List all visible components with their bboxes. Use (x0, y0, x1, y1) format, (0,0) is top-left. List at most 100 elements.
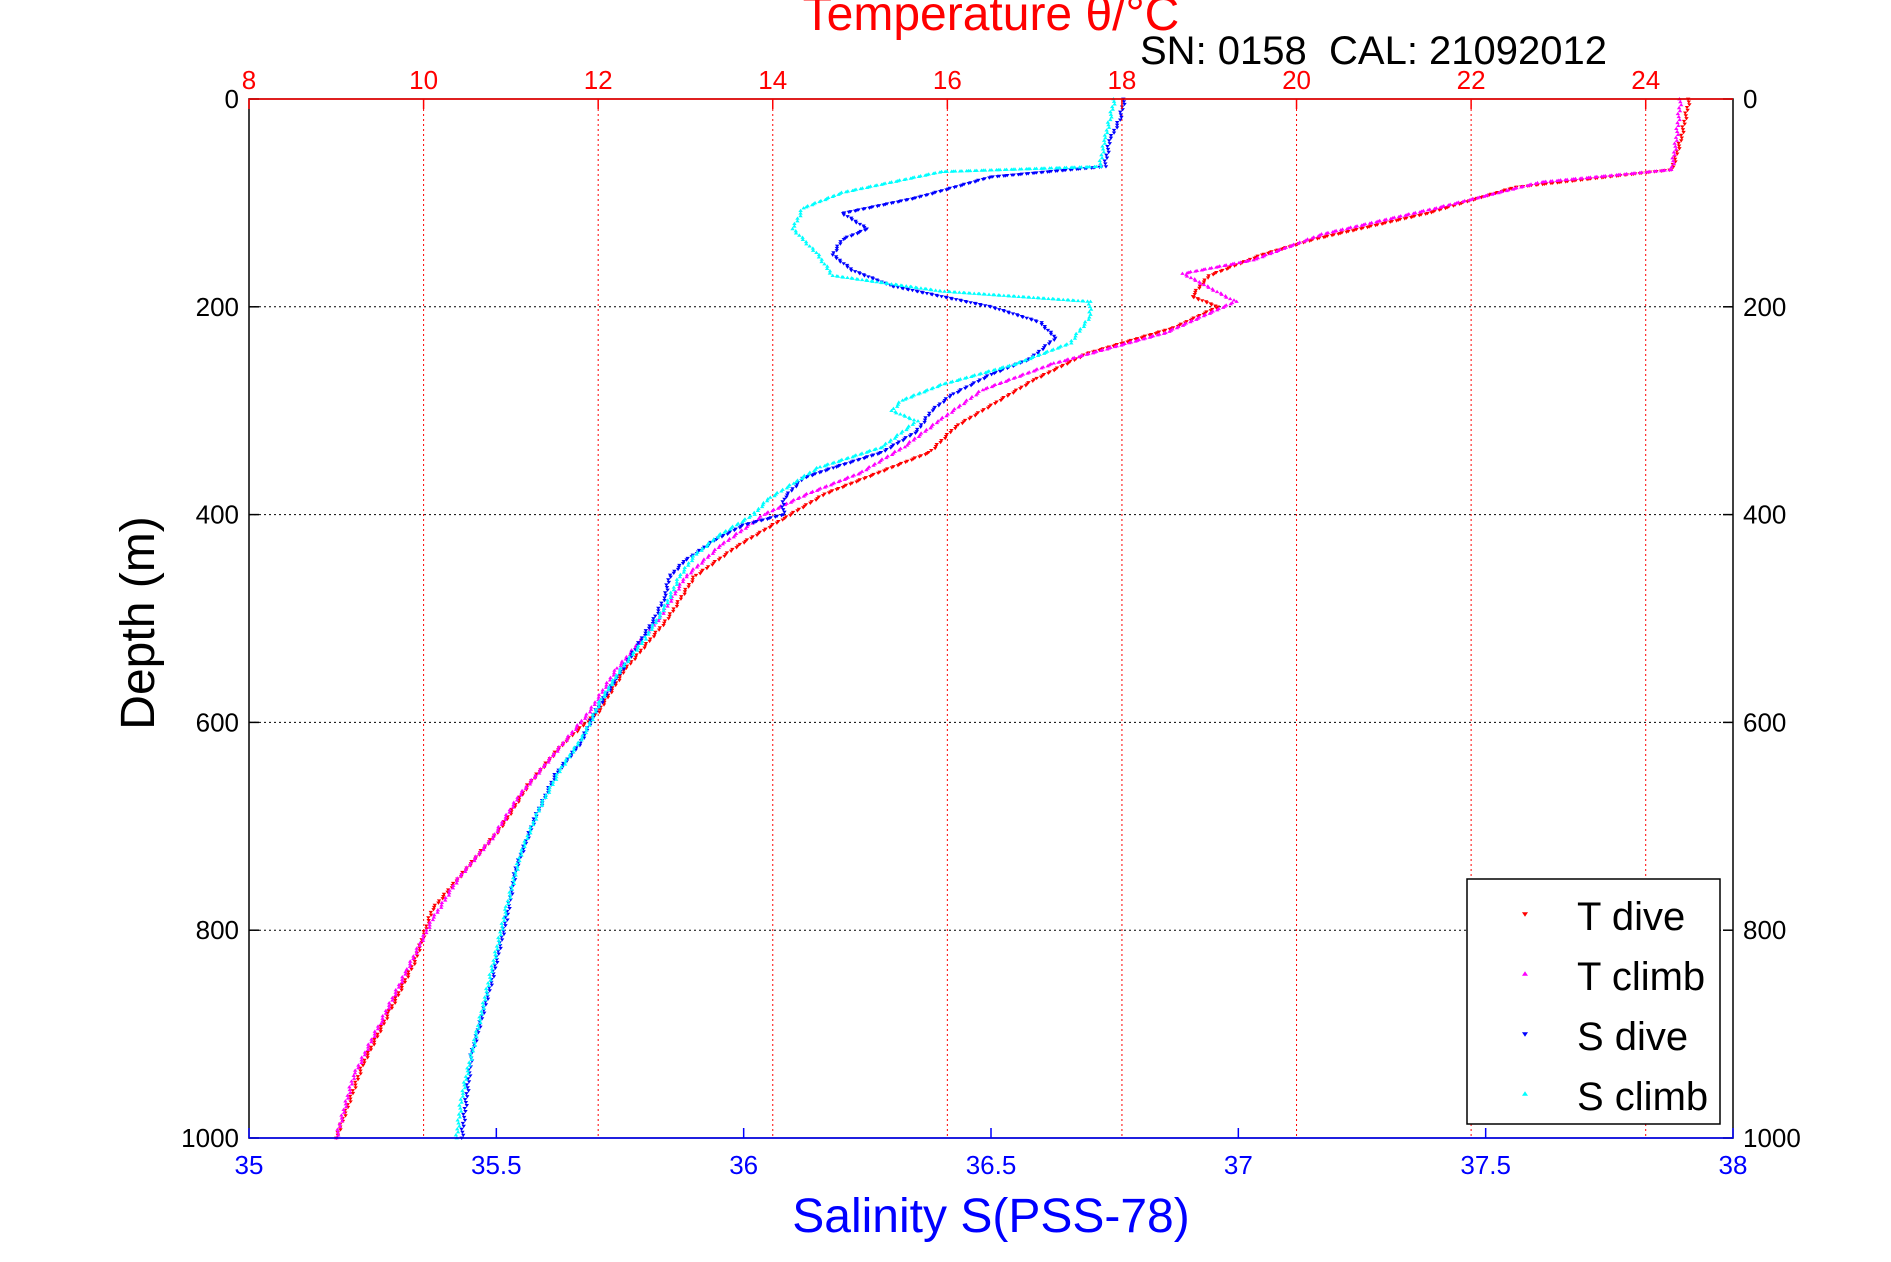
data-point (1423, 212, 1428, 216)
data-point (533, 773, 538, 777)
data-point (1219, 292, 1224, 296)
data-point (674, 604, 680, 609)
data-point (861, 457, 867, 461)
data-point (807, 244, 812, 248)
data-point (850, 455, 855, 459)
data-point (666, 578, 671, 582)
data-point (335, 1127, 340, 1131)
data-point (841, 275, 846, 279)
data-point (820, 494, 826, 498)
data-point (538, 766, 543, 771)
data-point (664, 586, 670, 590)
data-point (980, 178, 986, 182)
data-point (985, 406, 991, 410)
data-point (1133, 339, 1138, 343)
data-point (518, 850, 524, 854)
data-point (1475, 196, 1480, 200)
data-point (582, 716, 588, 720)
data-point (427, 920, 433, 924)
data-point (1100, 144, 1105, 148)
data-point (761, 500, 766, 505)
data-point (1671, 158, 1676, 163)
data-point (1070, 356, 1075, 360)
data-point (631, 650, 636, 654)
data-point (879, 280, 885, 285)
data-point (380, 1013, 385, 1018)
data-point (1068, 165, 1074, 169)
data-point (1031, 295, 1036, 299)
data-point (988, 305, 993, 309)
data-point (1078, 327, 1083, 331)
data-point (630, 652, 636, 657)
data-point (639, 636, 645, 640)
data-point (992, 292, 997, 297)
data-point (1274, 249, 1279, 254)
data-point (496, 949, 501, 953)
data-point (944, 296, 949, 300)
data-point (503, 910, 508, 914)
data-point (582, 722, 587, 726)
data-point (1224, 295, 1229, 299)
data-point (927, 411, 932, 415)
data-point (515, 867, 521, 871)
data-point (1282, 246, 1287, 250)
data-point (1023, 384, 1029, 388)
data-point (344, 1104, 349, 1109)
data-point (674, 580, 680, 584)
data-point (596, 704, 602, 709)
data-point (1108, 110, 1113, 114)
data-point (575, 740, 581, 744)
data-point (889, 452, 895, 457)
data-point (1432, 206, 1437, 211)
data-point (430, 917, 436, 922)
data-point (1147, 335, 1152, 339)
data-point (459, 1127, 464, 1132)
data-point (690, 575, 696, 579)
data-point (1674, 129, 1680, 133)
data-point (889, 466, 895, 470)
data-point (969, 374, 974, 379)
data-point (1396, 214, 1402, 219)
data-point (605, 696, 611, 700)
data-point (1021, 295, 1027, 299)
data-point (926, 413, 932, 418)
data-point (800, 237, 806, 242)
data-point (862, 228, 868, 233)
data-point (473, 854, 478, 858)
data-point (870, 277, 876, 281)
data-point (1193, 288, 1199, 293)
data-point (939, 438, 944, 443)
data-point (1030, 379, 1035, 383)
data-point (774, 521, 780, 525)
data-point (681, 577, 686, 581)
data-point (387, 1000, 392, 1005)
data-point (1504, 188, 1509, 193)
data-point (634, 648, 640, 652)
data-point (428, 913, 434, 917)
data-point (643, 629, 649, 633)
data-point (942, 436, 948, 441)
data-point (973, 393, 979, 397)
data-point (944, 413, 949, 418)
data-point (1105, 347, 1110, 351)
data-point (522, 842, 527, 846)
data-point (494, 944, 500, 948)
data-point (959, 299, 964, 303)
data-point (918, 425, 923, 429)
data-point (656, 628, 662, 632)
data-point (817, 471, 823, 475)
data-point (850, 188, 855, 192)
data-point (1045, 170, 1050, 174)
data-point (487, 972, 492, 976)
data-point (503, 815, 508, 819)
data-point (495, 947, 500, 951)
data-point (848, 267, 854, 271)
data-point (998, 398, 1004, 403)
data-point (340, 1119, 345, 1123)
data-point (439, 903, 444, 907)
data-point (464, 1092, 469, 1096)
data-point (1518, 185, 1524, 189)
data-point (935, 294, 940, 298)
data-point (613, 675, 619, 679)
data-point (414, 949, 419, 953)
